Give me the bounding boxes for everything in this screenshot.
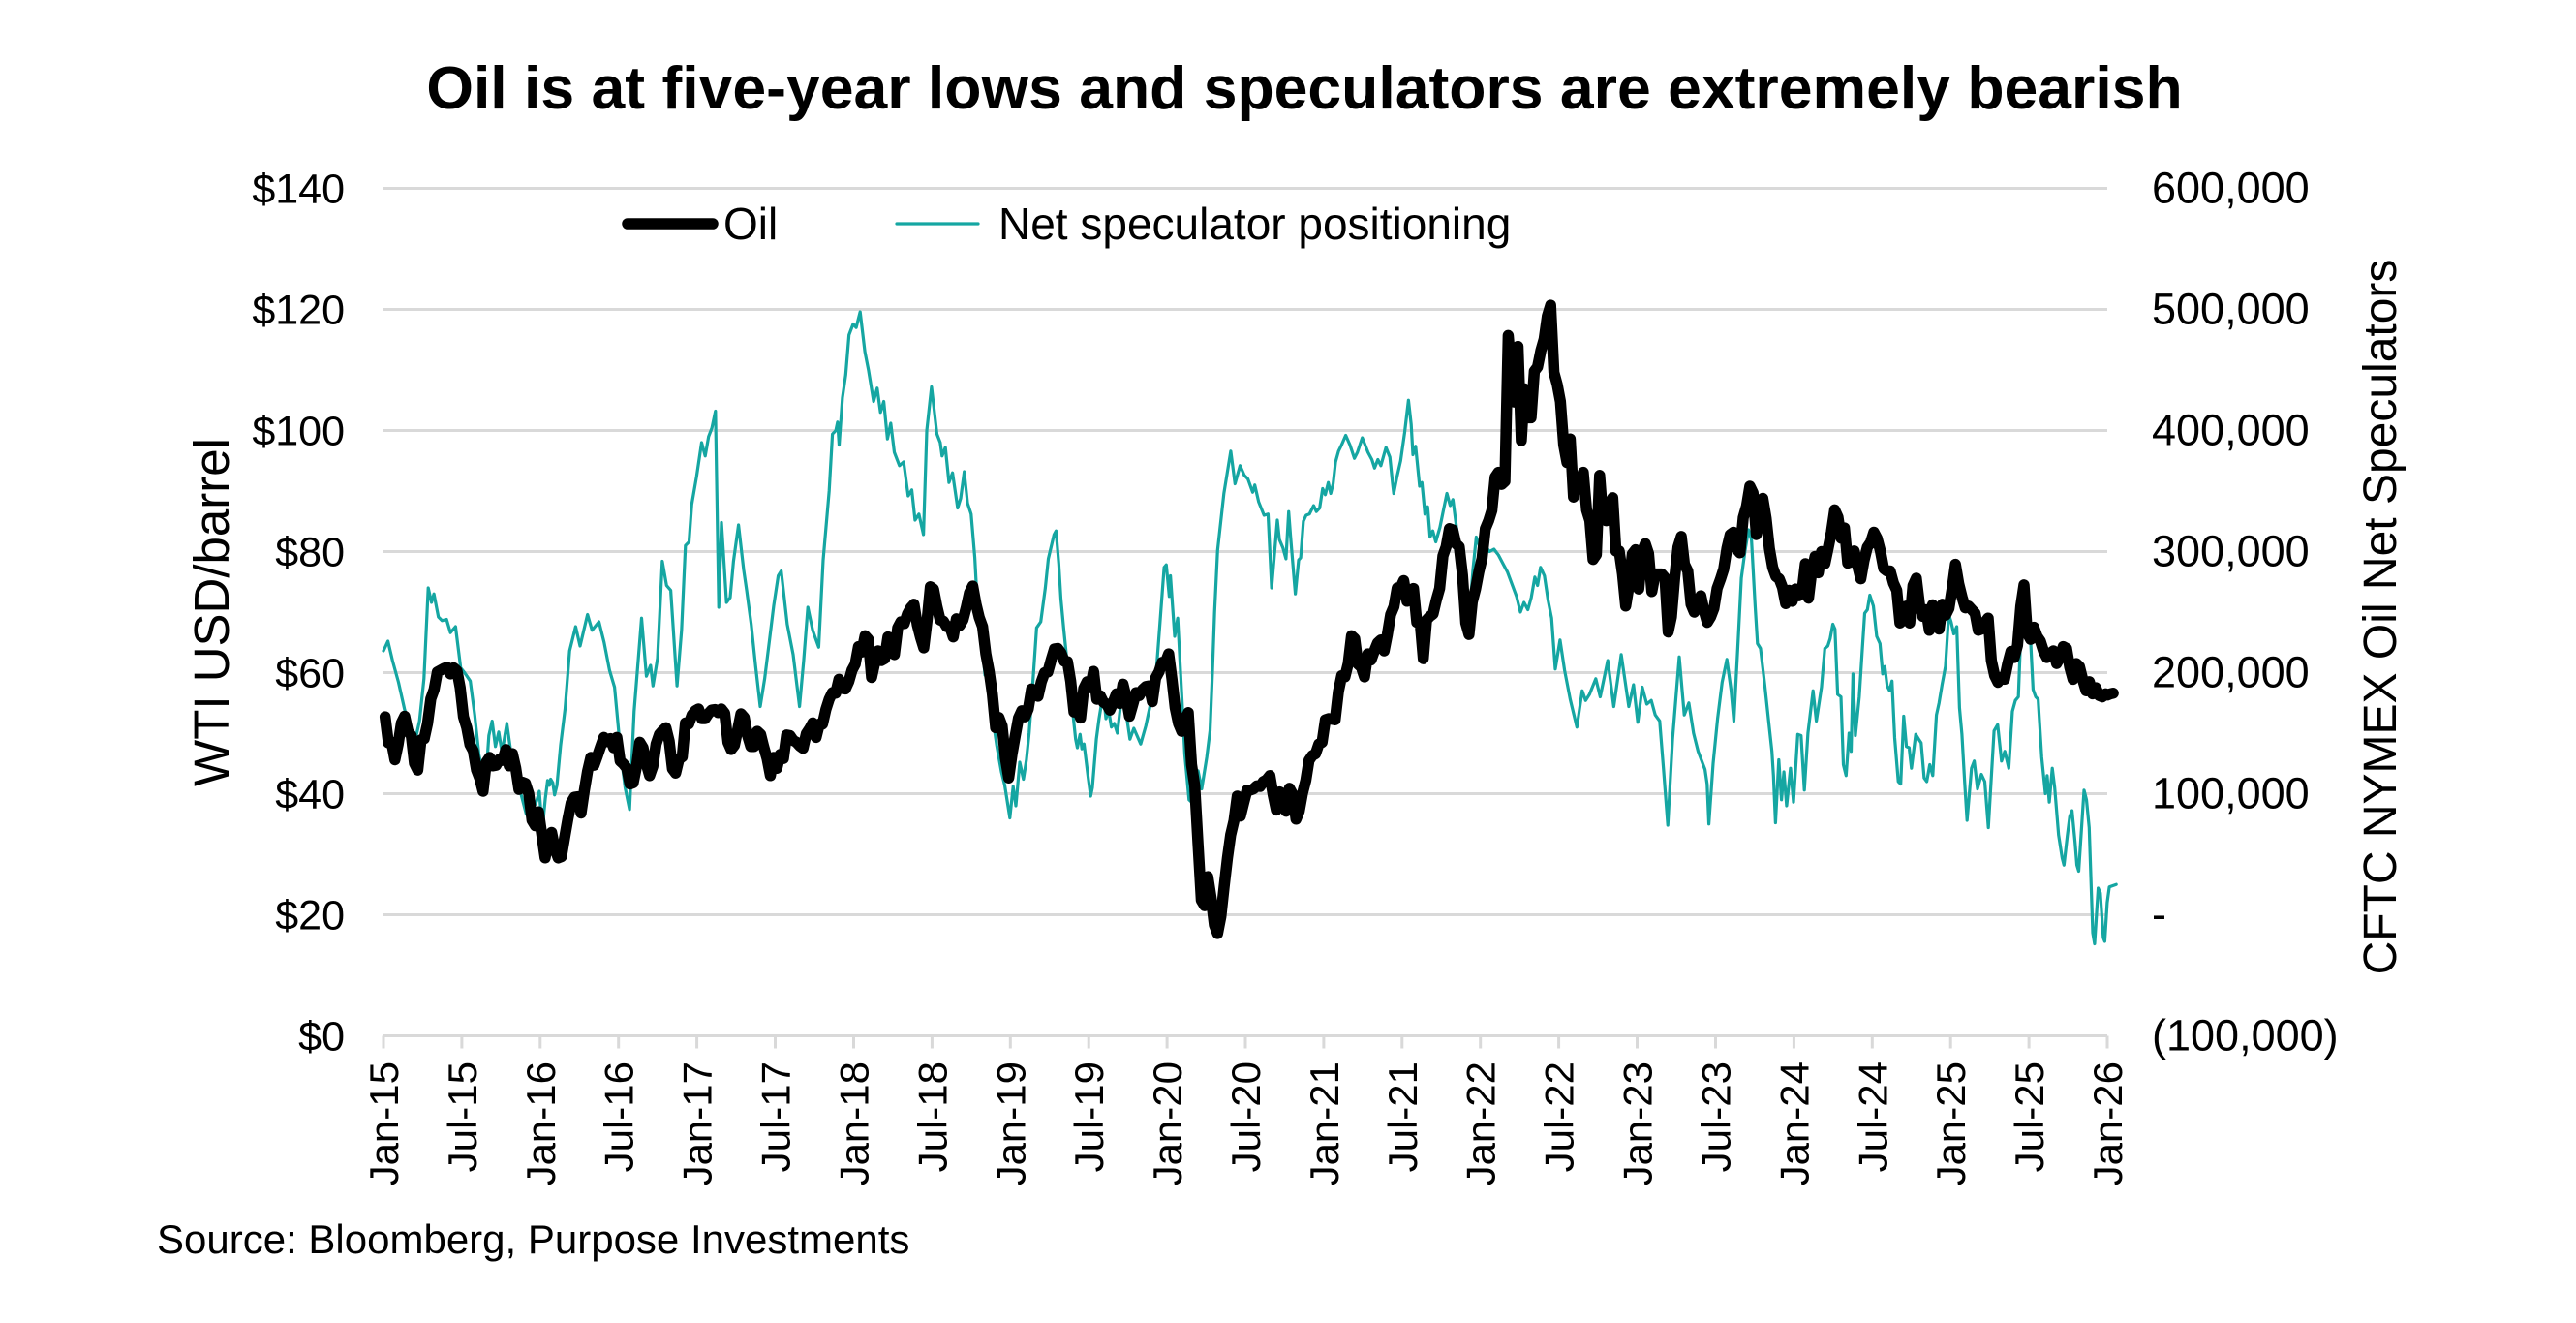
svg-text:$20: $20	[275, 893, 345, 939]
svg-text:Jan-26: Jan-26	[2085, 1061, 2131, 1185]
svg-text:Jul-23: Jul-23	[1694, 1061, 1739, 1172]
svg-text:$40: $40	[275, 772, 345, 818]
svg-text:$80: $80	[275, 530, 345, 576]
svg-text:Jul-20: Jul-20	[1223, 1061, 1269, 1172]
svg-text:Jul-22: Jul-22	[1537, 1061, 1582, 1172]
svg-text:Jan-15: Jan-15	[361, 1061, 407, 1185]
svg-text:Jan-18: Jan-18	[832, 1061, 877, 1185]
svg-text:Jul-21: Jul-21	[1380, 1061, 1426, 1172]
svg-text:Jul-16: Jul-16	[597, 1061, 642, 1172]
svg-text:Jan-23: Jan-23	[1615, 1061, 1661, 1185]
svg-text:600,000: 600,000	[2152, 164, 2310, 213]
svg-text:WTI USD/barrel: WTI USD/barrel	[184, 438, 239, 786]
svg-text:200,000: 200,000	[2152, 648, 2310, 697]
svg-text:Jan-21: Jan-21	[1302, 1061, 1347, 1185]
svg-text:CFTC NYMEX Oil Net Speculators: CFTC NYMEX Oil Net Speculators	[2355, 260, 2407, 975]
svg-text:-: -	[2152, 890, 2179, 939]
svg-text:Jan-16: Jan-16	[518, 1061, 564, 1185]
svg-text:Jul-15: Jul-15	[440, 1061, 485, 1172]
svg-text:100,000: 100,000	[2152, 769, 2310, 818]
svg-text:500,000: 500,000	[2152, 285, 2310, 334]
svg-text:Jan-24: Jan-24	[1771, 1061, 1817, 1185]
svg-text:Jul-19: Jul-19	[1066, 1061, 1112, 1172]
svg-text:Jan-19: Jan-19	[988, 1061, 1033, 1185]
svg-text:$100: $100	[252, 409, 345, 455]
svg-text:300,000: 300,000	[2152, 527, 2310, 576]
svg-text:Jan-25: Jan-25	[1928, 1061, 1974, 1185]
svg-text:Oil is at five-year lows and s: Oil is at five-year lows and speculators…	[426, 54, 2182, 122]
svg-text:$60: $60	[275, 651, 345, 697]
svg-text:Jan-17: Jan-17	[675, 1061, 721, 1185]
svg-text:400,000: 400,000	[2152, 406, 2310, 455]
svg-text:$0: $0	[298, 1014, 345, 1061]
svg-text:Jan-22: Jan-22	[1458, 1061, 1504, 1185]
svg-text:Jul-25: Jul-25	[2007, 1061, 2052, 1172]
svg-text:Jul-17: Jul-17	[753, 1061, 799, 1172]
svg-text:$140: $140	[252, 167, 345, 213]
svg-text:Oil: Oil	[723, 199, 778, 249]
svg-text:Jan-20: Jan-20	[1145, 1061, 1190, 1185]
svg-text:Net speculator positioning: Net speculator positioning	[998, 199, 1511, 249]
svg-text:$120: $120	[252, 288, 345, 334]
svg-text:Jul-18: Jul-18	[909, 1061, 955, 1172]
svg-text:Jul-24: Jul-24	[1850, 1061, 1895, 1172]
svg-text:Source: Bloomberg, Purpose Inv: Source: Bloomberg, Purpose Investments	[157, 1216, 909, 1262]
svg-text:(100,000): (100,000)	[2152, 1011, 2339, 1061]
